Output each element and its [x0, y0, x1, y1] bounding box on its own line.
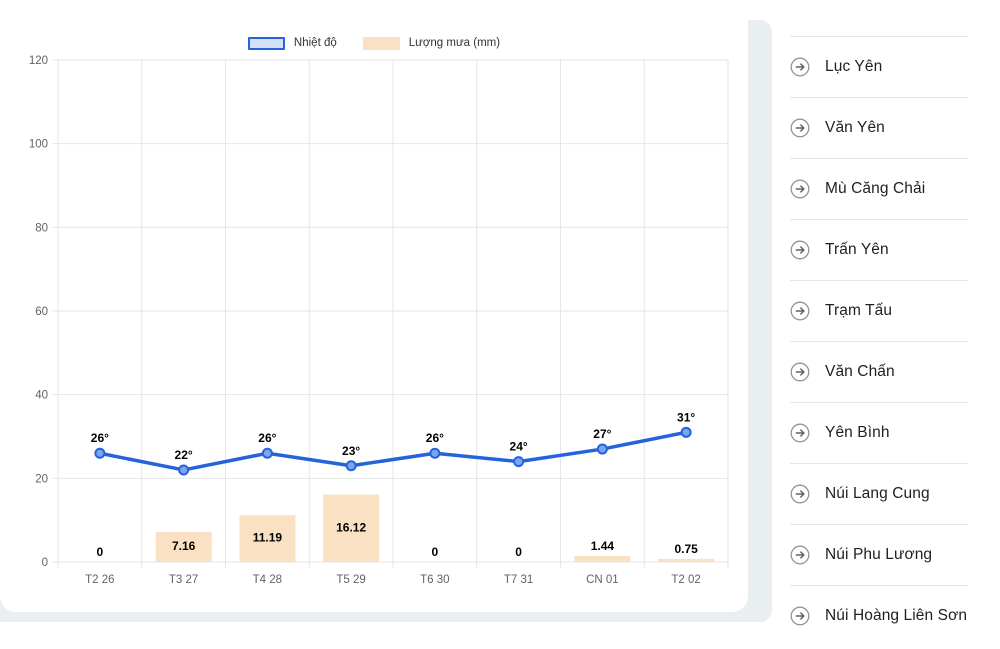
svg-text:0: 0 [97, 545, 104, 559]
svg-text:T3 27: T3 27 [169, 574, 198, 586]
svg-text:80: 80 [35, 222, 48, 234]
svg-text:T7 31: T7 31 [504, 574, 533, 586]
arrow-right-circle-icon [790, 179, 810, 199]
chart-grid [52, 60, 728, 568]
svg-text:26°: 26° [258, 431, 276, 445]
svg-text:0.75: 0.75 [674, 542, 698, 556]
temperature-swatch [248, 37, 285, 50]
svg-text:26°: 26° [426, 431, 444, 445]
svg-text:0: 0 [515, 545, 522, 559]
legend-label-rainfall: Lượng mưa (mm) [409, 36, 500, 50]
svg-text:26°: 26° [91, 431, 109, 445]
svg-text:7.16: 7.16 [172, 539, 196, 553]
arrow-right-circle-icon [790, 423, 810, 443]
location-label: Lục Yên [825, 58, 882, 76]
location-label: Yên Bình [825, 424, 890, 442]
x-axis-labels: T2 26 T3 27 T4 28 T5 29 T6 30 T7 31 CN 01 T2 02 [85, 574, 701, 586]
arrow-right-circle-icon [790, 484, 810, 504]
svg-text:T2 02: T2 02 [671, 574, 700, 586]
location-label: Văn Yên [825, 119, 885, 137]
sidebar-item-nui-phu-luong[interactable]: Núi Phu Lương [790, 524, 968, 585]
legend-label-temperature: Nhiệt độ [294, 36, 337, 50]
sidebar-item-nui-hoang-lien-son[interactable]: Núi Hoàng Liên Sơn [790, 585, 968, 646]
legend-item-rainfall[interactable]: Lượng mưa (mm) [363, 36, 500, 50]
location-label: Trạm Tấu [825, 302, 892, 320]
location-label: Mù Căng Chải [825, 180, 925, 198]
svg-text:T4 28: T4 28 [253, 574, 282, 586]
location-label: Núi Lang Cung [825, 485, 930, 503]
chart-legend: Nhiệt độ Lượng mưa (mm) [0, 36, 748, 50]
weather-chart-card: Nhiệt độ Lượng mưa (mm) 0 20 40 60 80 100 120 T… [0, 0, 748, 612]
temperature-rainfall-chart: 0 20 40 60 80 100 120 T2 26 T3 27 T4 28 T5 29 T6 30… [0, 0, 748, 612]
location-label: Núi Phu Lương [825, 546, 932, 564]
arrow-right-circle-icon [790, 57, 810, 77]
svg-text:CN 01: CN 01 [586, 574, 619, 586]
svg-text:60: 60 [35, 306, 48, 318]
location-list: Lục Yên Văn Yên Mù Căng Chải Trấn Yên Tr… [772, 36, 1000, 646]
svg-text:100: 100 [29, 139, 48, 151]
svg-text:0: 0 [42, 557, 48, 569]
svg-text:120: 120 [29, 55, 48, 67]
svg-text:40: 40 [35, 390, 48, 402]
arrow-right-circle-icon [790, 240, 810, 260]
svg-text:1.44: 1.44 [591, 539, 615, 553]
sidebar-item-nui-lang-cung[interactable]: Núi Lang Cung [790, 463, 968, 524]
svg-text:0: 0 [432, 545, 439, 559]
sidebar-item-tran-yen[interactable]: Trấn Yên [790, 219, 968, 280]
weather-page: Nhiệt độ Lượng mưa (mm) 0 20 40 60 80 100 120 T… [0, 0, 1000, 649]
sidebar-item-tram-tau[interactable]: Trạm Tấu [790, 280, 968, 341]
sidebar-item-luc-yen[interactable]: Lục Yên [790, 36, 968, 97]
svg-text:24°: 24° [510, 440, 528, 454]
svg-text:31°: 31° [677, 410, 695, 424]
sidebar-item-van-chan[interactable]: Văn Chấn [790, 341, 968, 402]
svg-text:27°: 27° [593, 427, 611, 441]
sidebar-item-van-yen[interactable]: Văn Yên [790, 97, 968, 158]
sidebar-item-yen-binh[interactable]: Yên Bình [790, 402, 968, 463]
svg-text:11.19: 11.19 [253, 531, 283, 545]
legend-item-temperature[interactable]: Nhiệt độ [248, 36, 337, 50]
location-label: Văn Chấn [825, 363, 895, 381]
y-axis-labels: 0 20 40 60 80 100 120 [29, 55, 48, 569]
svg-text:23°: 23° [342, 444, 360, 458]
svg-text:20: 20 [35, 473, 48, 485]
location-sidebar: Lục Yên Văn Yên Mù Căng Chải Trấn Yên Tr… [772, 0, 1000, 649]
arrow-right-circle-icon [790, 606, 810, 626]
arrow-right-circle-icon [790, 301, 810, 321]
sidebar-item-mu-cang-chai[interactable]: Mù Căng Chải [790, 158, 968, 219]
arrow-right-circle-icon [790, 362, 810, 382]
arrow-right-circle-icon [790, 118, 810, 138]
svg-text:T5 29: T5 29 [336, 574, 365, 586]
rainfall-swatch [363, 37, 400, 50]
svg-text:T2 26: T2 26 [85, 574, 114, 586]
location-label: Trấn Yên [825, 241, 889, 259]
svg-text:T6 30: T6 30 [420, 574, 449, 586]
svg-text:22°: 22° [175, 448, 193, 462]
svg-text:16.12: 16.12 [336, 520, 366, 534]
location-label: Núi Hoàng Liên Sơn [825, 607, 967, 625]
arrow-right-circle-icon [790, 545, 810, 565]
